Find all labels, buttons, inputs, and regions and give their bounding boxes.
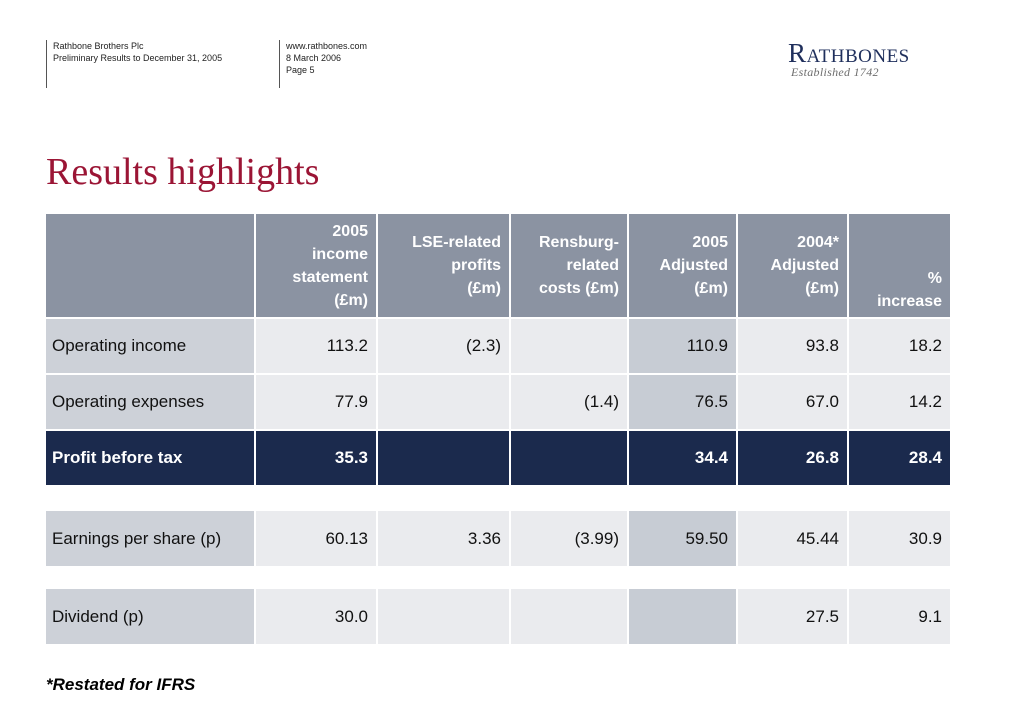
header-line: Adjusted <box>770 257 839 274</box>
table-cell: 18.2 <box>848 318 952 375</box>
header-divider-left <box>46 40 47 88</box>
company-name: Rathbone Brothers Plc <box>53 41 144 51</box>
footnote: *Restated for IFRS <box>46 675 196 694</box>
table-row: Operating income 113.2 (2.3) 110.9 93.8 … <box>46 318 952 375</box>
table-cell: (3.99) <box>510 511 629 568</box>
header-cell: LSE-related profits (£m) <box>377 214 511 319</box>
header-line: related <box>566 257 619 274</box>
header-line: LSE-related <box>412 234 501 251</box>
header-company-block: Rathbone Brothers Plc Preliminary Result… <box>53 40 222 64</box>
table-cell <box>510 318 629 375</box>
table-cell <box>377 374 511 431</box>
header-line: (£m) <box>805 280 839 297</box>
header-cell: Rensburg-related costs (£m) <box>510 214 629 319</box>
table-cell: 30.9 <box>848 511 952 568</box>
table-cell: 3.36 <box>377 511 511 568</box>
header-line: costs (£m) <box>538 280 619 297</box>
website-url[interactable]: www.rathbones.com <box>286 41 368 51</box>
table-row-highlight: Profit before tax 35.3 34.4 26.8 28.4 <box>46 430 952 487</box>
row-label: Dividend (p) <box>46 589 256 646</box>
header-line: (£m) <box>694 280 728 297</box>
table-cell <box>510 430 629 487</box>
header-line: 2004* <box>797 234 839 251</box>
header-cell: 2004* Adjusted (£m) <box>737 214 849 319</box>
header-cell: 2005 income statement (£m) <box>255 214 378 319</box>
document-date: 8 March 2006 <box>286 53 342 63</box>
header-cell: 2005 Adjusted (£m) <box>628 214 738 319</box>
table-cell: 9.1 <box>848 589 952 646</box>
row-label: Profit before tax <box>46 430 256 487</box>
table-cell: 45.44 <box>737 511 849 568</box>
header-cell: % increase <box>848 214 952 319</box>
table-cell: 67.0 <box>737 374 849 431</box>
table-cell: 60.13 <box>255 511 378 568</box>
page-title: Results highlights <box>46 151 320 193</box>
table-row: Earnings per share (p) 60.13 3.36 (3.99)… <box>46 511 952 568</box>
header-cell-empty <box>46 214 256 319</box>
document-name: Preliminary Results to December 31, 2005 <box>53 53 223 63</box>
table-cell: 14.2 <box>848 374 952 431</box>
header-line: (£m) <box>334 291 368 309</box>
table-cell <box>377 430 511 487</box>
header-line: (£m) <box>467 280 501 297</box>
table-cell <box>510 589 629 646</box>
table-cell: 59.50 <box>628 511 738 568</box>
header-line: Adjusted <box>659 257 728 274</box>
table-cell: 77.9 <box>255 374 378 431</box>
header-divider-right <box>279 40 280 88</box>
header-line: statement <box>292 268 368 286</box>
header-line: increase <box>877 293 942 310</box>
table-cell: (2.3) <box>377 318 511 375</box>
table-row: Operating expenses 77.9 (1.4) 76.5 67.0 … <box>46 374 952 431</box>
table-cell: 76.5 <box>628 374 738 431</box>
logo-wordmark: Rathbones <box>788 38 910 68</box>
table-cell: 34.4 <box>628 430 738 487</box>
row-label: Earnings per share (p) <box>46 511 256 568</box>
table-cell <box>628 589 738 646</box>
table-cell: 93.8 <box>737 318 849 375</box>
table-cell: 27.5 <box>737 589 849 646</box>
header-line: Rensburg- <box>539 234 619 251</box>
eps-table: Earnings per share (p) 60.13 3.36 (3.99)… <box>46 511 952 568</box>
table-cell: 113.2 <box>255 318 378 375</box>
table-cell: 30.0 <box>255 589 378 646</box>
results-table: 2005 income statement (£m) LSE-related profi… <box>46 214 952 487</box>
table-cell: 110.9 <box>628 318 738 375</box>
table-row: Dividend (p) 30.0 27.5 9.1 <box>46 589 952 646</box>
logo-established: Established 1742 <box>791 65 879 79</box>
table-cell: 26.8 <box>737 430 849 487</box>
header-line: profits <box>451 257 501 274</box>
table-header-row: 2005 income statement (£m) LSE-related profi… <box>46 214 952 319</box>
header-meta-block: www.rathbones.com 8 March 2006 Page 5 <box>286 40 367 76</box>
header-line: 2005 <box>692 234 728 251</box>
row-label: Operating expenses <box>46 374 256 431</box>
header-line: income <box>311 245 368 263</box>
header-line: % <box>927 270 942 287</box>
table-cell: 28.4 <box>848 430 952 487</box>
table-cell <box>377 589 511 646</box>
dividend-table: Dividend (p) 30.0 27.5 9.1 <box>46 589 952 646</box>
table-cell: (1.4) <box>510 374 629 431</box>
row-label: Operating income <box>46 318 256 375</box>
page-number: Page 5 <box>286 65 315 75</box>
rathbones-logo: Rathbones Established 1742 <box>788 38 910 80</box>
header-line: 2005 <box>332 222 368 240</box>
table-cell: 35.3 <box>255 430 378 487</box>
